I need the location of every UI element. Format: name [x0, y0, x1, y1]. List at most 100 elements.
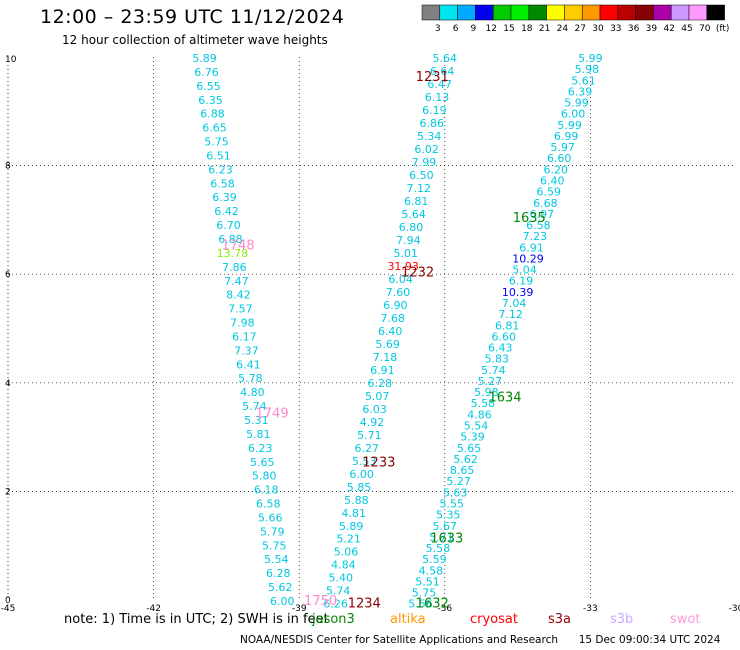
swh-value: 5.85	[347, 481, 372, 494]
colorbar-label: 21	[539, 24, 550, 34]
y-tick-label: 10	[5, 55, 17, 65]
x-tick-label: -39	[292, 604, 307, 614]
satellite-legend-item: cryosat	[470, 612, 518, 627]
swh-value: 6.27	[355, 442, 380, 455]
swh-value: 5.31	[244, 414, 269, 427]
colorbar-swatch	[546, 4, 565, 21]
swh-value: 6.60	[491, 330, 516, 343]
swh-value: 5.79	[260, 525, 285, 538]
swh-value: 7.94	[396, 234, 421, 247]
swh-value: 6.13	[425, 91, 450, 104]
swh-value: 5.67	[433, 520, 458, 533]
swh-value: 5.06	[334, 546, 359, 559]
colorbar-swatch	[510, 4, 530, 21]
swh-value: 7.57	[228, 303, 253, 316]
swh-value: 6.43	[488, 342, 513, 355]
swh-value: 5.75	[412, 587, 437, 600]
colorbar-label: 6	[453, 24, 459, 34]
altimeter-tracks: 5.896.766.556.356.886.655.756.516.236.58…	[192, 52, 602, 611]
chart-title: 12:00 – 23:59 UTC 11/12/2024	[40, 6, 345, 28]
swh-value: 4.58	[419, 564, 444, 577]
satellite-legend-item: jason3	[312, 612, 355, 627]
swh-value: 31.93	[387, 260, 419, 273]
swh-value: 5.69	[375, 338, 400, 351]
credit-text: NOAA/NESDIS Center for Satellite Applica…	[240, 634, 558, 646]
swh-value: 6.58	[256, 498, 281, 511]
swh-value: 4.92	[360, 416, 385, 429]
swh-value: 7.12	[498, 308, 523, 321]
swh-value: 6.03	[362, 403, 387, 416]
swh-value: 6.91	[370, 364, 395, 377]
colorbar-swatch	[564, 4, 583, 21]
swh-value: 5.98	[474, 386, 499, 399]
swh-value: 6.28	[266, 567, 291, 580]
y-tick-label: 0	[5, 596, 11, 606]
swh-value: 6.35	[198, 94, 223, 107]
satellite-legend-item: s3a	[548, 612, 572, 627]
swh-value: 6.64	[430, 65, 455, 78]
colorbar-swatch	[492, 4, 512, 21]
swh-value: 5.64	[401, 208, 426, 221]
footer-note: note: 1) Time is in UTC; 2) SWH is in fe…	[64, 612, 329, 627]
swh-value: 5.51	[415, 575, 440, 588]
swh-value: 6.19	[422, 104, 447, 117]
swh-value: 6.41	[236, 358, 261, 371]
swh-value: 8.42	[226, 289, 251, 302]
pass-time-label: 1750	[304, 594, 337, 609]
swh-value: 5.27	[478, 375, 503, 388]
colorbar-swatch	[688, 4, 708, 21]
swh-value: 5.58	[471, 397, 496, 410]
swh-value: 7.12	[407, 182, 432, 195]
swh-value: 6.28	[368, 377, 393, 390]
y-tick-label: 4	[5, 379, 11, 389]
swh-value: 6.04	[388, 273, 413, 286]
swh-value: 6.58	[526, 219, 551, 232]
pass-time-label: 1635	[513, 211, 546, 226]
colorbar-label: 45	[681, 24, 692, 34]
swh-value: 5.61	[571, 74, 596, 87]
colorbar-label: (ft)	[716, 24, 730, 34]
swh-value: 5.34	[417, 130, 442, 143]
swh-value: 6.42	[214, 205, 239, 218]
colorbar-label: 24	[557, 24, 569, 34]
pass-time-label: 1233	[362, 456, 395, 471]
swh-value: 5.75	[204, 136, 229, 149]
swh-value: 6.26	[323, 598, 348, 611]
swh-value: 6.18	[254, 484, 279, 497]
colorbar-label: 70	[699, 24, 711, 34]
swh-value: 6.40	[378, 325, 403, 338]
pass-time-label: 1232	[401, 265, 434, 280]
swh-value: 5.81	[246, 428, 271, 441]
x-tick-label: -36	[437, 604, 452, 614]
swh-value: 6.60	[547, 152, 572, 165]
swh-value: 4.81	[342, 507, 367, 520]
swh-value: 6.00	[270, 595, 295, 608]
swh-value: 6.23	[248, 442, 273, 455]
swh-value: 7.04	[502, 297, 527, 310]
x-tick-label: -33	[583, 604, 598, 614]
swh-value: 5.80	[252, 470, 277, 483]
swh-value: 6.97	[530, 208, 555, 221]
colorbar: 3 6 9 12 15 18 21 24 27 30 33 36 39 42 45 70 (ft)	[421, 4, 730, 34]
swh-value: 7.23	[523, 230, 548, 243]
y-tick-label: 2	[5, 487, 11, 497]
swh-value: 5.07	[365, 390, 390, 403]
pass-time-label: 1234	[348, 597, 381, 612]
swh-value: 6.99	[554, 130, 579, 143]
colorbar-swatch	[635, 4, 654, 21]
swh-value: 6.59	[537, 186, 562, 199]
y-tick-label: 6	[5, 270, 11, 280]
swh-value: 7.18	[373, 351, 398, 364]
satellite-legend-item: swot	[670, 612, 701, 627]
plot-grid	[8, 57, 736, 600]
colorbar-swatch	[475, 4, 494, 21]
credit-line: NOAA/NESDIS Center for Satellite Applica…	[240, 634, 720, 646]
swh-value: 13.78	[217, 247, 249, 260]
x-tick-label: -30	[729, 604, 740, 614]
swh-value: 5.66	[258, 511, 283, 524]
swh-value: 6.00	[349, 468, 374, 481]
swh-value: 7.60	[386, 286, 411, 299]
swh-value: 4.86	[467, 408, 492, 421]
satellite-legend-item: s3b	[610, 612, 634, 627]
